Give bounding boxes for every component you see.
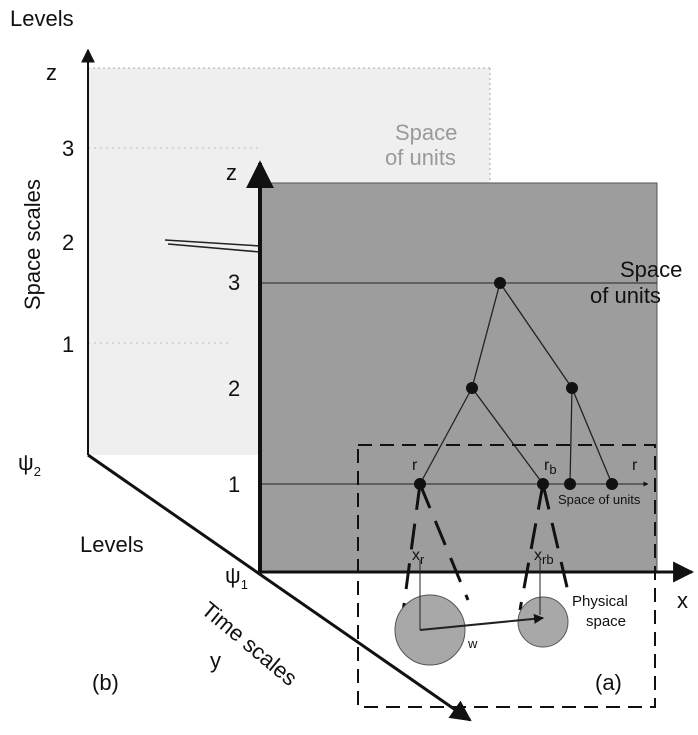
label: (b) [92, 670, 119, 695]
label: ψ [18, 450, 34, 475]
label: Time scales [197, 597, 302, 691]
label: Physical [572, 593, 628, 610]
label: 1 [62, 332, 74, 357]
label: Levels [80, 532, 144, 557]
label: Space [620, 257, 682, 282]
label: 2 [34, 464, 41, 479]
label: y [210, 648, 221, 673]
label: Space [395, 120, 457, 145]
label: Space of units [558, 492, 641, 507]
label: ψ2 [18, 450, 41, 479]
label: ψ [225, 563, 241, 588]
label: space [586, 613, 626, 630]
particle [518, 597, 568, 647]
label: 2 [228, 376, 240, 401]
label: 1 [241, 577, 248, 592]
label: 3 [62, 136, 74, 161]
label: w [467, 636, 478, 651]
diagram: Levels z 3 2 1 Space of units Space scal… [0, 0, 698, 735]
label: x [534, 547, 542, 564]
label: of units [385, 145, 456, 170]
label: rb [542, 552, 554, 567]
label: Space scales [20, 179, 45, 310]
label: 1 [228, 472, 240, 497]
label: r [412, 457, 418, 474]
label: z [46, 60, 57, 85]
label: r [420, 552, 425, 567]
label: x [677, 588, 688, 613]
label: x [412, 547, 420, 564]
label: b [549, 462, 556, 477]
label: r [632, 457, 638, 474]
front-panel [260, 183, 657, 572]
label: z [226, 160, 237, 185]
label: ψ1 [225, 563, 248, 592]
label: of units [590, 283, 661, 308]
label: (a) [595, 670, 622, 695]
label: 2 [62, 230, 74, 255]
label: 3 [228, 270, 240, 295]
label: Levels [10, 6, 74, 31]
